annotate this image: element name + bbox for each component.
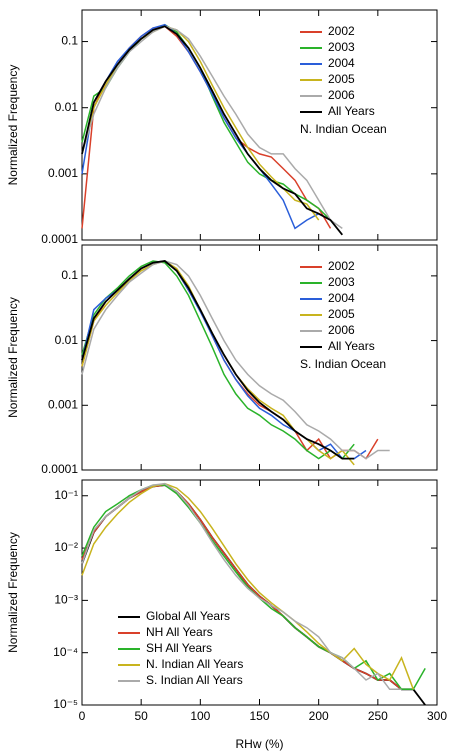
y-tick-label: 0.01 xyxy=(55,100,79,114)
y-tick-label: 0.001 xyxy=(48,166,78,180)
x-tick-label: 150 xyxy=(249,709,269,723)
series-line xyxy=(81,23,320,230)
series-line xyxy=(81,260,355,460)
series-line xyxy=(81,25,343,230)
series-line xyxy=(81,23,332,221)
legend-label: 2004 xyxy=(328,56,355,70)
x-tick-label: 100 xyxy=(190,709,210,723)
series-line xyxy=(81,260,355,460)
legend-label: NH All Years xyxy=(146,625,213,639)
annotation: N. Indian Ocean xyxy=(300,122,387,136)
y-tick-label: 10⁻³ xyxy=(54,593,78,607)
x-tick-label: 200 xyxy=(309,709,329,723)
legend-label: Global All Years xyxy=(146,609,230,623)
y-axis-label: Normalized Frequency xyxy=(6,532,20,653)
y-tick-label: 0.1 xyxy=(61,268,78,282)
legend-label: 2005 xyxy=(328,307,355,321)
series-line xyxy=(81,482,415,690)
legend-label: 2003 xyxy=(328,40,355,54)
legend-label: 2002 xyxy=(328,259,355,273)
x-axis-label: RHw (%) xyxy=(236,737,284,751)
legend-label: 2006 xyxy=(328,88,355,102)
series-line xyxy=(81,482,402,691)
series-line xyxy=(81,260,390,460)
y-axis-label: Normalized Frequency xyxy=(6,297,20,418)
legend-label: All Years xyxy=(328,104,375,118)
legend-label: N. Indian All Years xyxy=(146,657,243,671)
legend-label: All Years xyxy=(328,339,375,353)
x-tick-label: 250 xyxy=(368,709,388,723)
y-axis-label: Normalized Frequency xyxy=(6,65,20,186)
legend-label: 2003 xyxy=(328,275,355,289)
y-tick-label: 0.001 xyxy=(48,397,78,411)
legend-label: 2002 xyxy=(328,24,355,38)
y-tick-label: 0.01 xyxy=(55,333,79,347)
x-tick-label: 50 xyxy=(134,709,148,723)
y-tick-label: 10⁻¹ xyxy=(54,488,78,502)
x-tick-label: 300 xyxy=(427,709,447,723)
legend-label: S. Indian All Years xyxy=(146,673,243,687)
x-tick-label: 0 xyxy=(79,709,86,723)
legend-label: 2005 xyxy=(328,72,355,86)
legend-label: SH All Years xyxy=(146,641,212,655)
y-tick-label: 0.0001 xyxy=(41,232,78,246)
legend-label: 2004 xyxy=(328,291,355,305)
y-tick-label: 10⁻² xyxy=(54,540,78,554)
legend-label: 2006 xyxy=(328,323,355,337)
y-tick-label: 0.1 xyxy=(61,34,78,48)
series-line xyxy=(81,25,344,236)
y-tick-label: 10⁻⁵ xyxy=(53,697,78,711)
y-tick-label: 0.0001 xyxy=(41,462,78,476)
annotation: S. Indian Ocean xyxy=(300,357,386,371)
y-tick-label: 10⁻⁴ xyxy=(53,645,78,659)
